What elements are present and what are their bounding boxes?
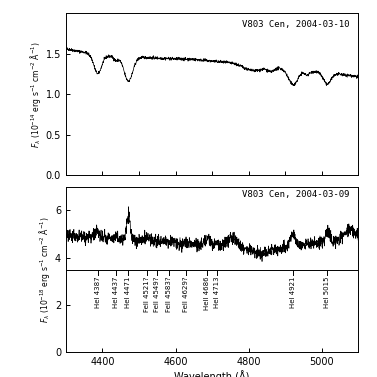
Text: HeI 4437: HeI 4437 xyxy=(113,277,119,308)
Text: FeII 4629?: FeII 4629? xyxy=(183,277,189,312)
Y-axis label: $F_\lambda$ ($10^{-14}$ erg s$^{-1}$ cm$^{-2}$ Å$^{-1}$): $F_\lambda$ ($10^{-14}$ erg s$^{-1}$ cm$… xyxy=(28,41,43,147)
Text: V803 Cen, 2004-03-10: V803 Cen, 2004-03-10 xyxy=(242,20,349,29)
Text: FeII 4549?: FeII 4549? xyxy=(154,277,160,312)
Text: HeI 4387: HeI 4387 xyxy=(95,277,101,308)
Text: FeII 4583?: FeII 4583? xyxy=(166,277,172,312)
Text: V803 Cen, 2004-03-09: V803 Cen, 2004-03-09 xyxy=(242,190,349,199)
Text: HeI 4471: HeI 4471 xyxy=(126,277,132,308)
Text: HeI 4921: HeI 4921 xyxy=(290,277,296,308)
Text: HeI 4713: HeI 4713 xyxy=(214,277,220,308)
Text: FeII 4521?: FeII 4521? xyxy=(144,277,150,312)
Text: HeI 5015: HeI 5015 xyxy=(324,277,330,308)
Text: HeII 4686: HeII 4686 xyxy=(204,277,210,310)
Y-axis label: $F_\lambda$ ($10^{-18}$ erg s$^{-1}$ cm$^{-2}$ Å$^{-1}$): $F_\lambda$ ($10^{-18}$ erg s$^{-1}$ cm$… xyxy=(37,216,52,323)
X-axis label: Wavelength (Å): Wavelength (Å) xyxy=(175,370,250,377)
